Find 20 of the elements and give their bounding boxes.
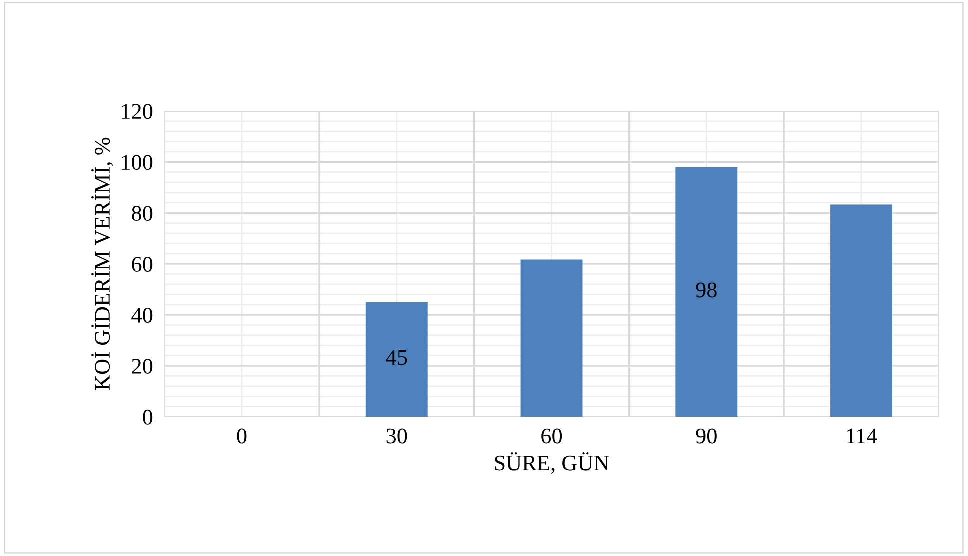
y-tick-label: 80 (132, 206, 153, 222)
x-tick-label: 30 (386, 428, 408, 444)
y-tick-label: 40 (132, 308, 153, 323)
x-tick-label: 0 (237, 428, 247, 444)
bar (830, 204, 892, 417)
data-label: 45 (386, 350, 408, 366)
data-label: 98 (696, 282, 717, 298)
x-tick-label: 114 (847, 428, 878, 444)
bar (676, 167, 738, 417)
bar (520, 260, 583, 417)
bar (366, 302, 428, 417)
y-tick-label: 60 (132, 257, 153, 272)
x-tick-label: 60 (542, 428, 562, 444)
x-tick-label: 90 (696, 428, 717, 444)
y-tick-label: 120 (122, 104, 153, 120)
y-tick-label: 0 (143, 410, 153, 425)
y-axis-title: KOİ GİDERİM VERİMİ, % (92, 138, 114, 390)
x-axis-title: SÜRE, GÜN (495, 452, 610, 474)
y-tick-label: 20 (132, 358, 153, 374)
y-tick-label: 100 (122, 155, 153, 170)
